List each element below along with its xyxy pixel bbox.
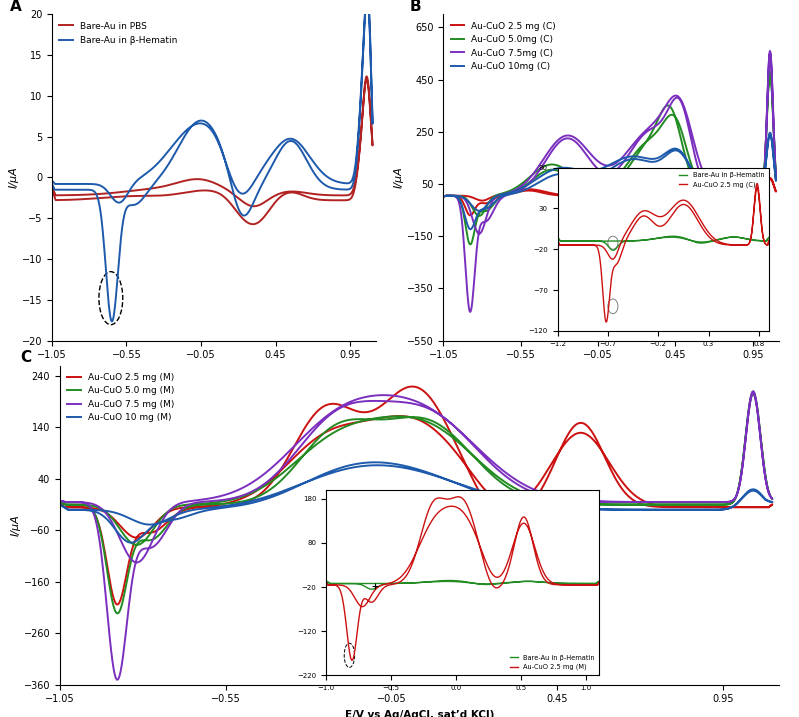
Y-axis label: I/μA: I/μA: [9, 166, 19, 189]
X-axis label: E/V vs Ag/AgCl, sat’d KCl): E/V vs Ag/AgCl, sat’d KCl): [345, 710, 494, 717]
Y-axis label: I/μA: I/μA: [394, 166, 404, 189]
Legend: Au-CuO 2.5 mg (C), Au-CuO 5.0mg (C), Au-CuO 7.5mg (C), Au-CuO 10mg (C): Au-CuO 2.5 mg (C), Au-CuO 5.0mg (C), Au-…: [448, 19, 559, 74]
Text: C: C: [21, 351, 31, 366]
Legend: Bare-Au in PBS, Bare-Au in β-Hematin: Bare-Au in PBS, Bare-Au in β-Hematin: [57, 19, 180, 48]
Text: A: A: [10, 0, 22, 14]
X-axis label: E/V vs (Ag/AgCl, sat’d KCl): E/V vs (Ag/AgCl, sat’d KCl): [535, 366, 688, 376]
Text: B: B: [410, 0, 422, 14]
X-axis label: E/V vs (Ag/AgCl (sat’d KCl)): E/V vs (Ag/AgCl (sat’d KCl)): [134, 366, 293, 376]
Y-axis label: I/μA: I/μA: [11, 514, 21, 536]
Legend: Au-CuO 2.5 mg (M), Au-CuO 5.0 mg (M), Au-CuO 7.5 mg (M), Au-CuO 10 mg (M): Au-CuO 2.5 mg (M), Au-CuO 5.0 mg (M), Au…: [65, 370, 177, 425]
